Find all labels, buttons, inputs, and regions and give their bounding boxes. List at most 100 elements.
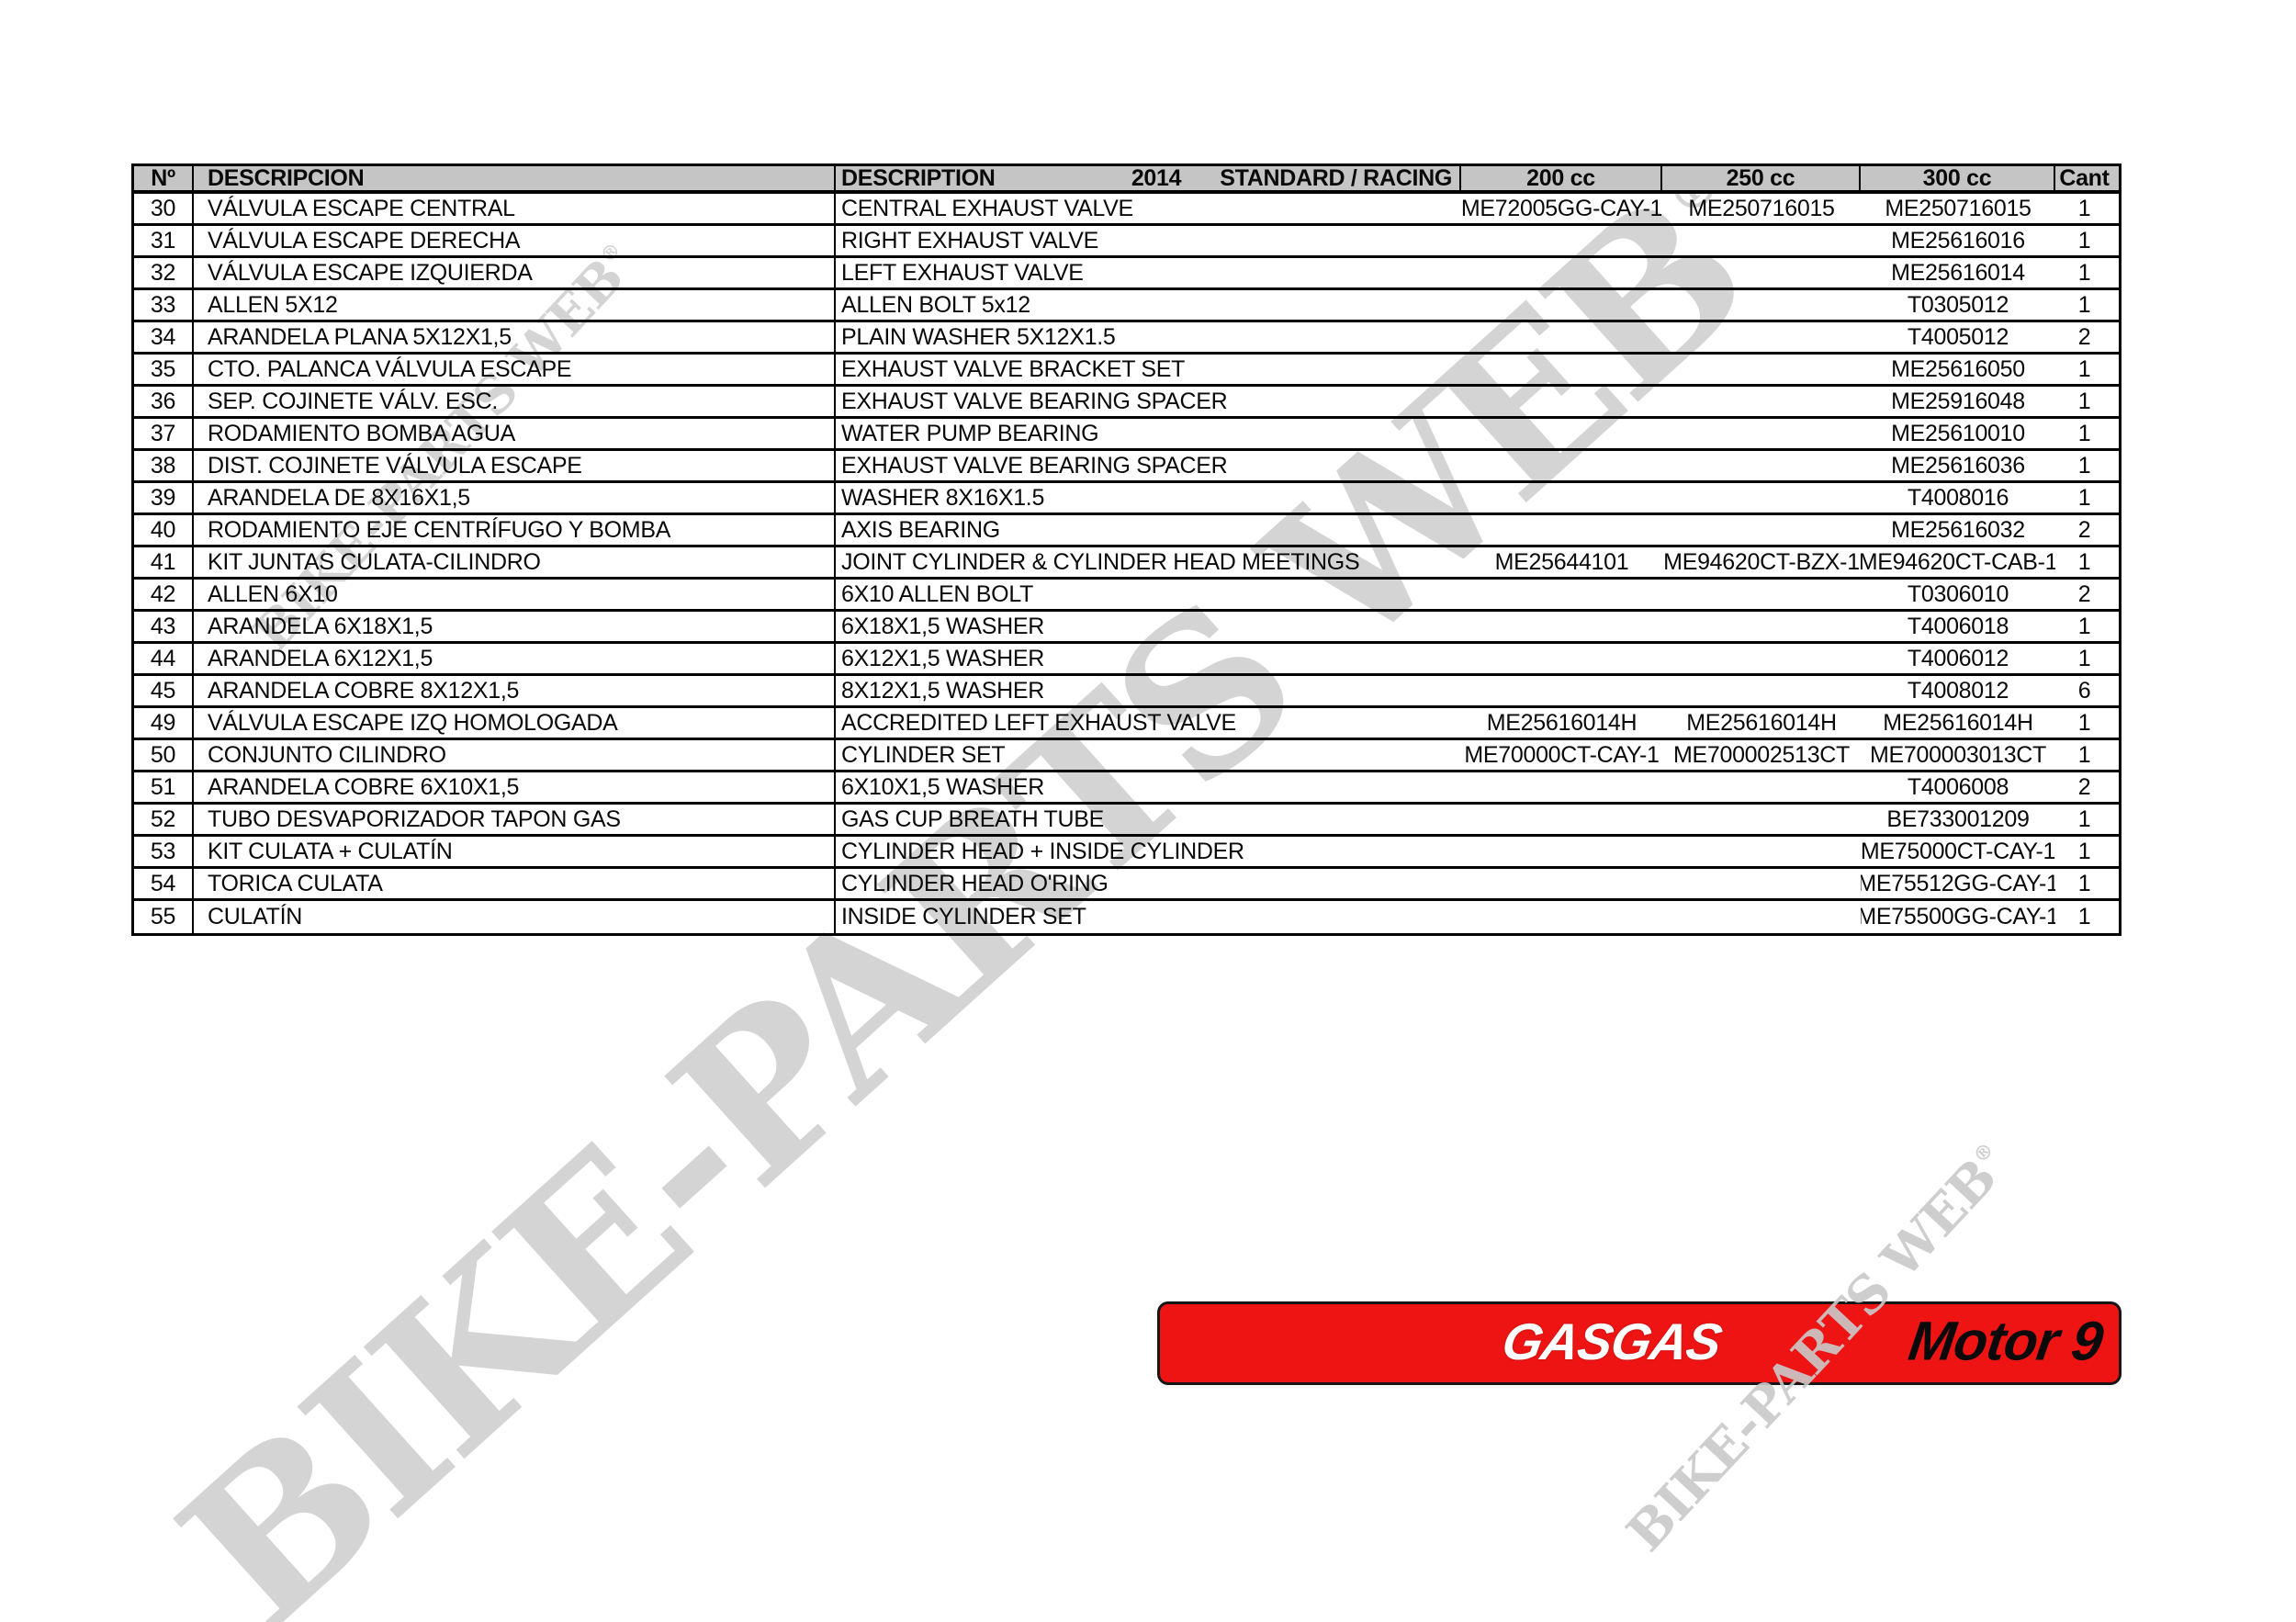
header-200cc: 200 cc [1461, 166, 1662, 190]
cell-desc-es: ALLEN 5X12 [194, 290, 836, 320]
motor-label: Motor 9 [1905, 1310, 2107, 1372]
cell-250cc [1662, 515, 1861, 545]
cell-250cc [1662, 387, 1861, 416]
cell-250cc [1662, 580, 1861, 609]
cell-300cc: ME250716015 [1885, 195, 2032, 221]
cell-qty: 2 [2077, 516, 2091, 543]
cell-desc-es: VÁLVULA ESCAPE IZQ HOMOLOGADA [194, 708, 836, 738]
cell-qty: 1 [2077, 291, 2091, 318]
cell-300cc: T0305012 [1907, 291, 2009, 318]
cell-250cc [1662, 837, 1861, 866]
cell-qty: 2 [2077, 580, 2091, 607]
cell-desc-es: ALLEN 6X10 [194, 580, 836, 609]
cell-desc-es: CTO. PALANCA VÁLVULA ESCAPE [194, 355, 836, 384]
table-row: 32 VÁLVULA ESCAPE IZQUIERDA LEFT EXHAUST… [134, 258, 2119, 290]
cell-qty: 1 [2077, 613, 2091, 639]
table-row: 34 ARANDELA PLANA 5X12X1,5 PLAIN WASHER … [134, 322, 2119, 355]
cell-num: 30 [134, 194, 194, 223]
cell-200cc [1461, 837, 1662, 866]
cell-300cc: ME700003013CT [1869, 741, 2047, 768]
cell-num: 35 [134, 355, 194, 384]
table-row: 44 ARANDELA 6X12X1,5 6X12X1,5 WASHER T40… [134, 644, 2119, 676]
cell-desc-es: ARANDELA DE 8X16X1,5 [194, 483, 836, 513]
cell-num: 37 [134, 419, 194, 448]
table-row: 35 CTO. PALANCA VÁLVULA ESCAPE EXHAUST V… [134, 355, 2119, 387]
cell-300cc: ME25616032 [1891, 516, 2025, 543]
cell-250cc [1662, 644, 1861, 673]
cell-desc-es: ARANDELA 6X12X1,5 [194, 644, 836, 673]
table-row: 52 TUBO DESVAPORIZADOR TAPON GAS GAS CUP… [134, 805, 2119, 837]
cell-300cc: T4006018 [1907, 613, 2009, 639]
cell-qty: 2 [2077, 773, 2091, 800]
cell-desc-en: INSIDE CYLINDER SET [841, 904, 1086, 929]
cell-200cc [1461, 869, 1662, 898]
table-row: 50 CONJUNTO CILINDRO CYLINDER SET ME7000… [134, 740, 2119, 772]
cell-num: 49 [134, 708, 194, 738]
cell-250cc: ME25616014H [1686, 709, 1837, 736]
cell-num: 44 [134, 644, 194, 673]
cell-250cc: ME250716015 [1688, 195, 1835, 221]
table-row: 45 ARANDELA COBRE 8X12X1,5 8X12X1,5 WASH… [134, 676, 2119, 708]
cell-qty: 1 [2077, 904, 2091, 929]
cell-250cc [1662, 869, 1861, 898]
cell-num: 45 [134, 676, 194, 705]
table-row: 38 DIST. COJINETE VÁLVULA ESCAPE EXHAUST… [134, 451, 2119, 483]
cell-200cc [1461, 805, 1662, 834]
cell-300cc: ME25616014 [1891, 259, 2025, 286]
cell-200cc [1461, 483, 1662, 513]
cell-desc-en: AXIS BEARING [841, 516, 1000, 543]
cell-num: 53 [134, 837, 194, 866]
cell-250cc [1662, 451, 1861, 480]
cell-300cc: ME25616036 [1891, 452, 2025, 479]
cell-desc-es: DIST. COJINETE VÁLVULA ESCAPE [194, 451, 836, 480]
cell-desc-en: EXHAUST VALVE BRACKET SET [841, 355, 1186, 382]
cell-200cc: ME72005GG-CAY-1 [1461, 195, 1662, 221]
table-header-row: Nº DESCRIPCION DESCRIPTION 2014 STANDARD… [134, 166, 2119, 194]
cell-num: 42 [134, 580, 194, 609]
cell-desc-en: CYLINDER HEAD O'RING [841, 870, 1109, 896]
cell-250cc: ME94620CT-BZX-1 [1663, 548, 1860, 575]
cell-200cc [1461, 451, 1662, 480]
cell-desc-es: TUBO DESVAPORIZADOR TAPON GAS [194, 805, 836, 834]
cell-desc-en: 8X12X1,5 WASHER [841, 677, 1045, 704]
cell-desc-en: RIGHT EXHAUST VALVE [841, 227, 1099, 253]
cell-desc-en: WASHER 8X16X1.5 [841, 484, 1045, 511]
cell-qty: 1 [2077, 259, 2091, 286]
cell-num: 38 [134, 451, 194, 480]
cell-num: 50 [134, 740, 194, 770]
cell-num: 34 [134, 322, 194, 352]
table-row: 40 RODAMIENTO EJE CENTRÍFUGO Y BOMBA AXI… [134, 515, 2119, 547]
cell-desc-en: LEFT EXHAUST VALVE [841, 259, 1084, 286]
table-row: 42 ALLEN 6X10 6X10 ALLEN BOLT T0306010 2 [134, 580, 2119, 612]
table-body: 30 VÁLVULA ESCAPE CENTRAL CENTRAL EXHAUS… [134, 194, 2119, 933]
cell-num: 36 [134, 387, 194, 416]
cell-250cc [1662, 901, 1861, 933]
cell-desc-en: ALLEN BOLT 5x12 [841, 291, 1030, 318]
cell-250cc: ME700002513CT [1672, 741, 1851, 768]
cell-num: 51 [134, 772, 194, 802]
cell-desc-en: ACCREDITED LEFT EXHAUST VALVE [841, 709, 1236, 736]
cell-300cc: ME25916048 [1891, 388, 2025, 414]
header-year: 2014 [1131, 166, 1182, 190]
cell-300cc: T4005012 [1907, 323, 2009, 350]
table-row: 33 ALLEN 5X12 ALLEN BOLT 5x12 T0305012 1 [134, 290, 2119, 322]
cell-desc-es: KIT JUNTAS CULATA-CILINDRO [194, 547, 836, 577]
cell-300cc: T4008016 [1907, 484, 2009, 511]
cell-300cc: T0306010 [1907, 580, 2009, 607]
table-row: 43 ARANDELA 6X18X1,5 6X18X1,5 WASHER T40… [134, 612, 2119, 644]
cell-200cc [1461, 515, 1662, 545]
cell-num: 40 [134, 515, 194, 545]
cell-200cc [1461, 772, 1662, 802]
cell-200cc [1461, 612, 1662, 641]
cell-300cc: T4006012 [1907, 645, 2009, 671]
cell-200cc [1461, 387, 1662, 416]
cell-desc-en: CYLINDER HEAD + INSIDE CYLINDER [841, 838, 1244, 864]
cell-qty: 1 [2077, 838, 2091, 864]
cell-300cc: BE733001209 [1886, 805, 2030, 832]
cell-desc-en: PLAIN WASHER 5X12X1.5 [841, 323, 1116, 350]
cell-300cc: ME25616014H [1883, 709, 2033, 736]
header-desc-en: DESCRIPTION 2014 STANDARD / RACING [836, 166, 1461, 190]
table-row: 39 ARANDELA DE 8X16X1,5 WASHER 8X16X1.5 … [134, 483, 2119, 515]
cell-300cc: ME25616016 [1891, 227, 2025, 253]
